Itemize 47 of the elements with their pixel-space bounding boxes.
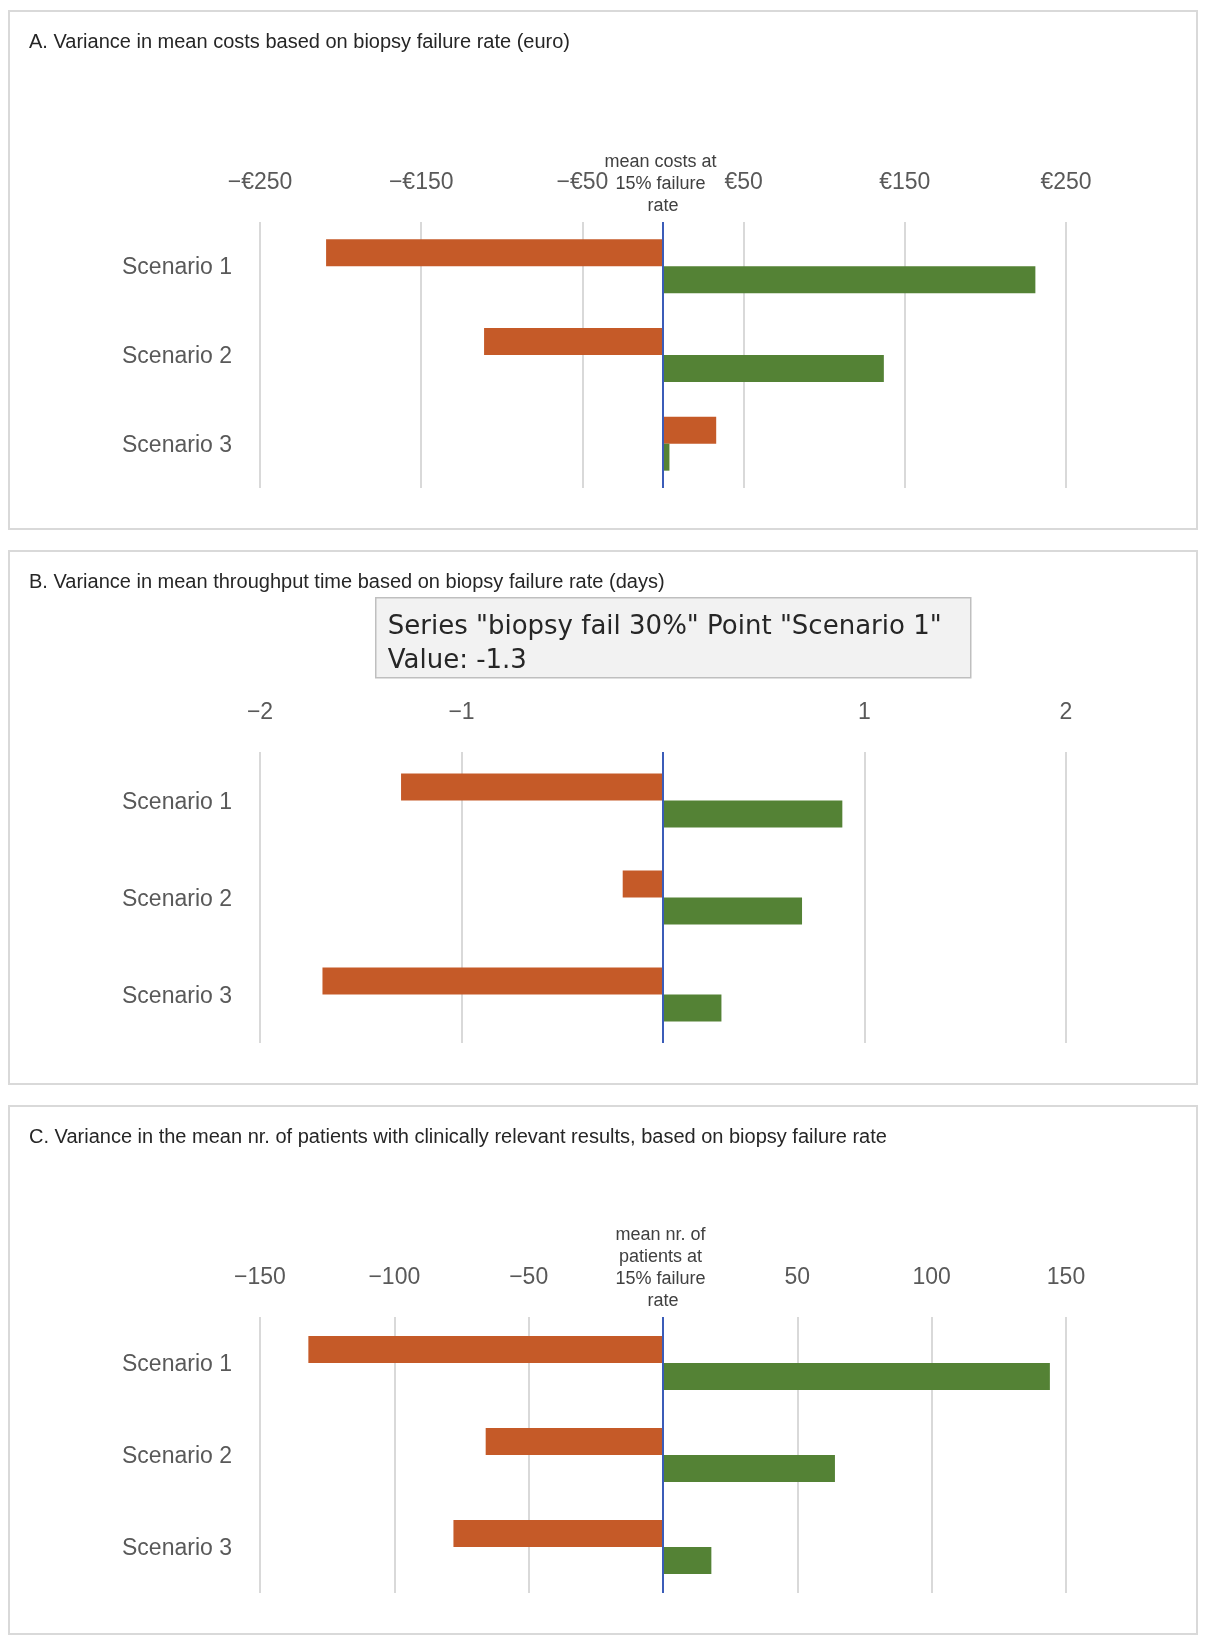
y-tick-label: Scenario 1 bbox=[122, 253, 232, 280]
x-tick-label: 1 bbox=[858, 697, 871, 724]
chart-title: B. Variance in mean throughput time based on biopsy failure rate (days) bbox=[29, 570, 665, 592]
x-tick-label: €150 bbox=[879, 167, 931, 194]
x-tick-label: −1 bbox=[448, 697, 475, 724]
bar bbox=[663, 800, 843, 828]
bar bbox=[663, 994, 722, 1022]
x-tick-label: 100 bbox=[912, 1262, 951, 1289]
bar bbox=[663, 1455, 835, 1482]
bar bbox=[663, 1363, 1050, 1390]
chart-title: C. Variance in the mean nr. of patients with clinically relevant results, based on biopsy failure rate bbox=[29, 1125, 887, 1147]
x-tick-label: 150 bbox=[1046, 1262, 1086, 1289]
x-tick-label: −150 bbox=[234, 1262, 286, 1289]
y-tick-label: Scenario 2 bbox=[122, 1442, 232, 1468]
y-tick-label: Scenario 3 bbox=[122, 981, 232, 1008]
bar bbox=[401, 773, 663, 801]
x-tick-label: −100 bbox=[368, 1262, 421, 1289]
bar bbox=[663, 416, 717, 444]
x-tick-label: 50 bbox=[784, 1262, 811, 1289]
bar bbox=[485, 1428, 663, 1455]
bar bbox=[622, 870, 663, 898]
text: Series "biopsy fail 30%" Point "Scenario 1" bbox=[387, 609, 942, 640]
y-tick-label: Scenario 3 bbox=[122, 430, 232, 457]
x-tick-label: €50 bbox=[724, 167, 763, 194]
x-tick-label: −2 bbox=[246, 697, 274, 724]
x-tick-label: −€250 bbox=[227, 167, 293, 194]
bar bbox=[663, 266, 1036, 294]
text: Value: -1.3 bbox=[387, 643, 527, 674]
bar bbox=[322, 967, 663, 995]
bar bbox=[453, 1520, 663, 1547]
y-tick-label: Scenario 3 bbox=[122, 1534, 232, 1560]
y-tick-label: Scenario 2 bbox=[122, 342, 232, 368]
y-tick-label: Scenario 2 bbox=[122, 884, 232, 911]
x-tick-label: 2 bbox=[1059, 697, 1073, 724]
bar bbox=[663, 897, 803, 925]
bar bbox=[484, 328, 663, 355]
x-tick-label: €250 bbox=[1040, 167, 1092, 194]
x-tick-label: −€150 bbox=[388, 167, 454, 194]
bar bbox=[663, 1547, 712, 1574]
ref-line-label: mean nr. of patients at 15% failure rate bbox=[615, 1224, 711, 1310]
bar bbox=[308, 1336, 663, 1363]
bar bbox=[326, 239, 663, 267]
y-tick-label: Scenario 1 bbox=[122, 1350, 232, 1376]
y-tick-label: Scenario 1 bbox=[122, 787, 232, 814]
chart-title: A. Variance in mean costs based on biopsy failure rate (euro) bbox=[29, 30, 571, 52]
bar bbox=[663, 355, 884, 382]
x-tick-label: −50 bbox=[509, 1262, 549, 1289]
